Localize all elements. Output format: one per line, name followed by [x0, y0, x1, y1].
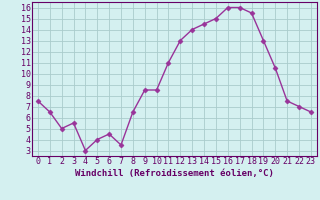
X-axis label: Windchill (Refroidissement éolien,°C): Windchill (Refroidissement éolien,°C) [75, 169, 274, 178]
